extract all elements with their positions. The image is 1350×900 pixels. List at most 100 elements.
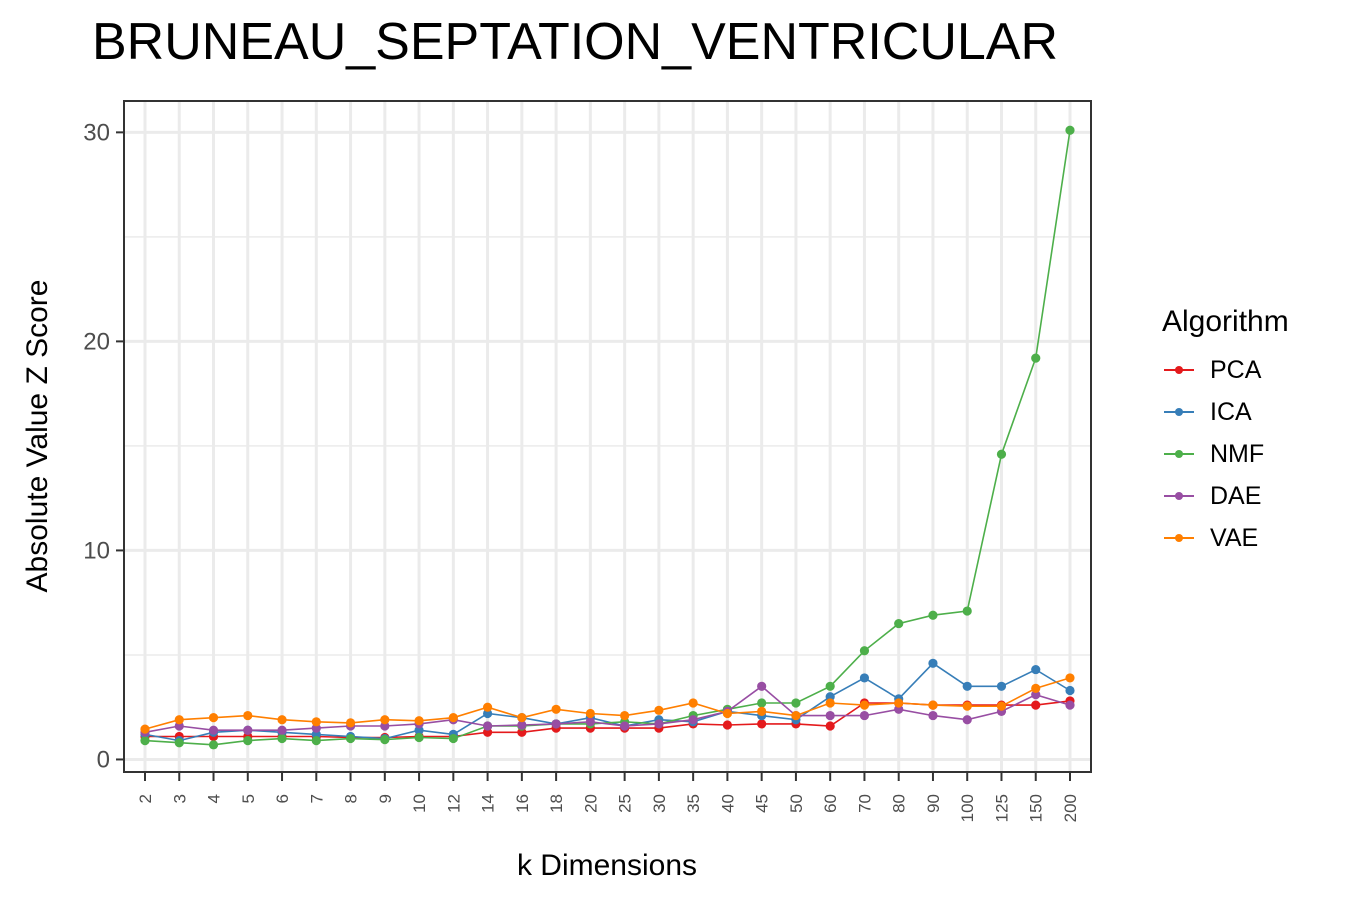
data-point-dae — [962, 715, 972, 725]
legend: Algorithm PCA ICA NMF DAE VAE — [1162, 305, 1289, 559]
data-point-dae — [688, 715, 698, 725]
data-point-vae — [345, 718, 356, 728]
x-tick-label: 10 — [410, 794, 429, 813]
data-point-nmf — [859, 646, 870, 656]
x-tick-label: 16 — [513, 794, 532, 813]
data-point-vae — [859, 700, 870, 710]
data-point-vae — [928, 700, 938, 710]
x-tick-label: 7 — [307, 794, 326, 803]
legend-item-vae: VAE — [1162, 517, 1289, 559]
x-tick-label: 25 — [616, 794, 635, 813]
x-tick-label: 12 — [444, 794, 463, 813]
series-layer — [140, 125, 1075, 750]
plot-panel-border — [123, 100, 1092, 773]
data-point-vae — [996, 701, 1007, 711]
data-point-pca — [1031, 700, 1041, 710]
legend-title: Algorithm — [1162, 305, 1289, 338]
data-point-nmf — [174, 738, 184, 748]
series-line-dae — [144, 685, 1071, 734]
x-tick-label: 3 — [170, 794, 189, 803]
data-point-dae — [928, 710, 938, 721]
legend-key-dae — [1162, 481, 1196, 511]
data-point-pca — [722, 720, 733, 730]
data-point-nmf — [243, 736, 253, 746]
x-tick-label: 100 — [958, 794, 977, 822]
x-tick-label: 9 — [376, 794, 395, 803]
x-axis-label: k Dimensions — [517, 849, 697, 882]
series-line-vae — [144, 677, 1071, 730]
data-point-nmf — [825, 681, 835, 691]
data-point-dae — [208, 725, 219, 735]
data-point-nmf — [414, 732, 424, 743]
data-point-nmf — [962, 606, 972, 616]
data-point-ica — [996, 681, 1007, 691]
data-point-dae — [277, 725, 287, 735]
x-tick-label: 35 — [684, 794, 703, 813]
x-tick-label: 40 — [718, 794, 737, 813]
data-point-vae — [620, 710, 630, 721]
data-point-nmf — [928, 610, 938, 620]
data-point-vae — [448, 713, 458, 723]
x-tick-label: 6 — [273, 794, 292, 803]
x-tick-label: 14 — [479, 794, 498, 813]
data-point-dae — [757, 681, 767, 691]
legend-key-pca — [1162, 355, 1196, 385]
data-point-ica — [962, 681, 972, 691]
series-line-ica — [144, 662, 1071, 742]
data-point-ica — [1031, 664, 1041, 675]
data-point-nmf — [996, 449, 1007, 459]
x-tick-label: 4 — [205, 794, 224, 803]
data-point-vae — [482, 702, 493, 712]
data-point-nmf — [311, 736, 321, 746]
x-tick-label: 150 — [1027, 794, 1046, 822]
x-tick-label: 80 — [890, 794, 909, 813]
y-axis-label: Absolute Value Z Score — [21, 280, 54, 593]
x-tick-label: 2 — [136, 794, 155, 803]
data-point-vae — [757, 706, 767, 716]
x-tick-label: 20 — [581, 794, 600, 813]
data-point-nmf — [1031, 353, 1041, 363]
legend-item-ica: ICA — [1162, 391, 1289, 433]
data-point-vae — [551, 704, 561, 714]
data-point-nmf — [448, 733, 458, 744]
data-point-dae — [825, 710, 835, 721]
data-point-dae — [243, 725, 253, 735]
x-tick-label: 45 — [753, 794, 772, 813]
data-point-vae — [243, 710, 253, 721]
grid-layer — [124, 101, 1091, 772]
legend-key-ica — [1162, 397, 1196, 427]
data-point-nmf — [380, 734, 390, 745]
y-tick-label: 10 — [83, 537, 110, 564]
x-tick-label: 8 — [342, 794, 361, 803]
legend-label-nmf: NMF — [1210, 439, 1265, 468]
x-tick-label: 30 — [650, 794, 669, 813]
chart-title: BRUNEAU_SEPTATION_VENTRICULAR — [92, 13, 1059, 71]
data-point-dae — [620, 721, 630, 731]
data-point-nmf — [757, 698, 767, 708]
legend-item-pca: PCA — [1162, 349, 1289, 391]
data-point-nmf — [345, 733, 356, 744]
data-point-dae — [517, 720, 527, 730]
data-point-vae — [140, 724, 150, 734]
data-point-vae — [1031, 683, 1041, 693]
data-point-vae — [654, 705, 664, 715]
data-point-vae — [174, 715, 184, 725]
x-tick-label: 90 — [924, 794, 943, 813]
data-point-vae — [517, 713, 527, 723]
data-point-pca — [825, 721, 835, 731]
data-point-nmf — [277, 733, 287, 744]
y-tick-label: 20 — [83, 328, 110, 355]
legend-item-nmf: NMF — [1162, 433, 1289, 475]
x-tick-label: 60 — [821, 794, 840, 813]
data-point-vae — [380, 715, 390, 725]
data-point-nmf — [1065, 125, 1075, 135]
x-tick-label: 200 — [1061, 794, 1080, 822]
data-point-vae — [414, 716, 424, 726]
data-point-vae — [722, 708, 733, 719]
series-line-nmf — [144, 130, 1071, 746]
y-tick-label: 0 — [97, 746, 110, 773]
data-point-nmf — [791, 698, 801, 708]
data-point-vae — [277, 715, 287, 725]
x-tick-label: 18 — [547, 794, 566, 813]
legend-label-pca: PCA — [1210, 355, 1262, 384]
